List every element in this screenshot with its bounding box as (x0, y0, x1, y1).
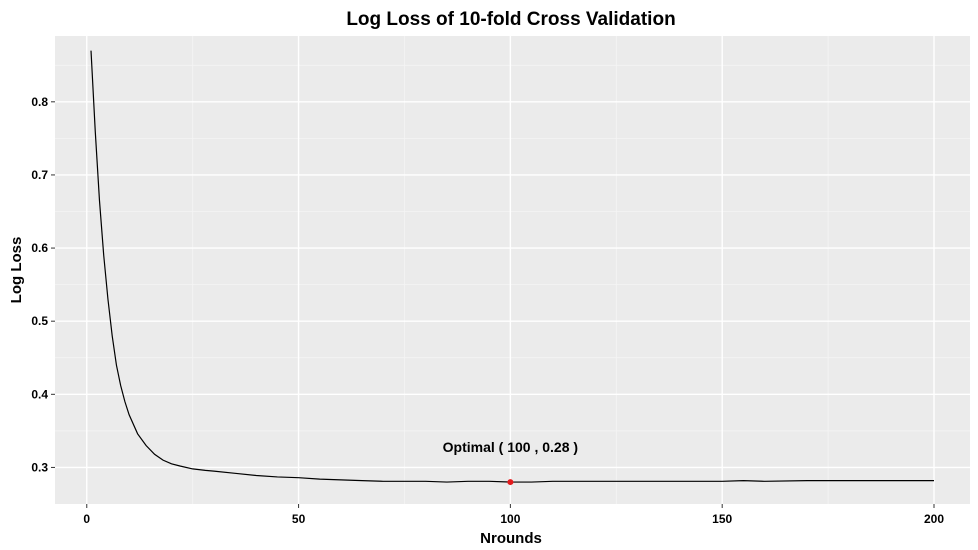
x-tick-label: 0 (83, 512, 90, 526)
optimal-point-marker (507, 479, 514, 486)
y-tick-label: 0.6 (31, 241, 48, 255)
x-tick-label: 50 (292, 512, 306, 526)
x-axis-title: Nrounds (480, 530, 542, 547)
x-axis-ticks: 0 50 100 150 200 (83, 504, 944, 526)
y-tick-label: 0.5 (31, 314, 48, 328)
chart-title: Log Loss of 10-fold Cross Validation (346, 9, 675, 30)
optimal-annotation: Optimal ( 100 , 0.28 ) (443, 439, 578, 455)
grid-minor (55, 36, 970, 504)
loss-curve-line (90, 50, 934, 483)
x-tick-label: 200 (924, 512, 944, 526)
plot-panel (55, 36, 970, 504)
x-tick-label: 150 (712, 512, 732, 526)
y-tick-label: 0.8 (31, 95, 48, 109)
y-tick-label: 0.7 (31, 168, 48, 182)
y-tick-label: 0.3 (31, 460, 48, 474)
y-axis-ticks: 0.3 0.4 0.5 0.6 0.7 0.8 (31, 95, 55, 474)
grid-major (55, 36, 970, 504)
y-tick-label: 0.4 (31, 387, 48, 401)
y-axis-title: Log Loss (8, 237, 25, 304)
x-tick-label: 100 (500, 512, 520, 526)
